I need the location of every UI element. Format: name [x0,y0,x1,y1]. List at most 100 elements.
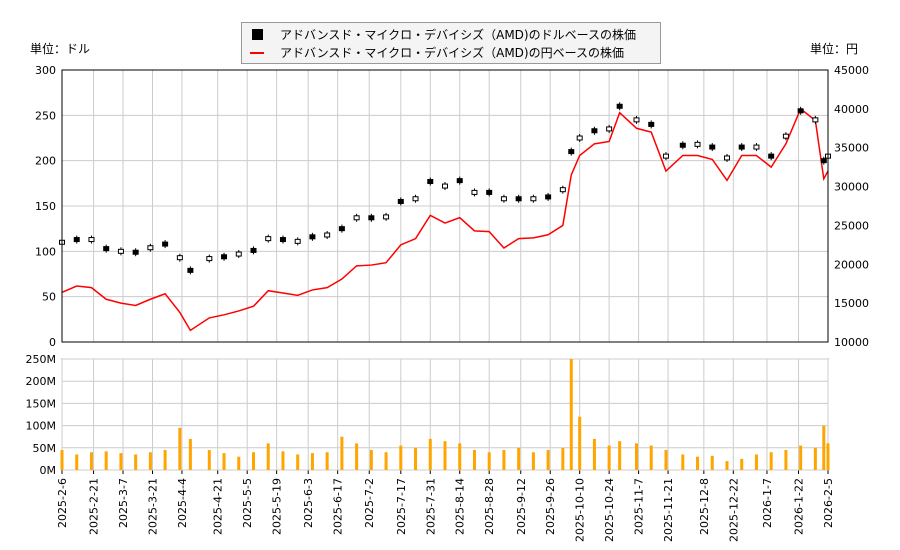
usd-candle [309,234,316,240]
usd-candle [709,144,716,150]
x-tick-label: 2026-2-5 [822,478,835,528]
x-tick-label: 2025-9-12 [515,478,528,535]
jpy-price-line [61,107,829,332]
usd-candle [176,255,183,261]
y-left-tick-label: 50 [42,291,56,304]
x-tick-label: 2025-3-7 [117,478,130,528]
usd-candle [782,133,789,139]
usd-candle [530,196,537,202]
volume-bar [148,452,152,470]
volume-bar [340,436,344,470]
usd-candle [294,238,301,244]
volume-bar [618,441,622,470]
y-left-tick-label: 250 [35,109,56,122]
volume-bar [178,427,182,470]
x-tick-label: 2025-2-21 [88,478,101,535]
y-left-tick-label: 100 [35,245,56,258]
usd-candle [694,141,701,147]
usd-candle [162,241,169,247]
usd-candle [117,248,124,254]
volume-bar [487,452,491,470]
usd-candle [427,179,434,185]
volume-bar [399,445,403,470]
volume-bar [296,454,300,470]
usd-candle [768,153,775,159]
volume-bar [754,454,758,470]
volume-bar [826,443,830,470]
usd-candle [383,214,390,220]
volume-bar [740,458,744,470]
volume-bar [569,359,573,470]
y-right-tick-label: 20000 [834,258,869,271]
volume-bar [428,438,432,470]
volume-bar [458,443,462,470]
x-tick-label: 2025-11-7 [633,478,646,535]
volume-bar [799,445,803,470]
usd-candle [397,198,404,204]
usd-candle [442,183,448,189]
usd-candle [606,126,613,132]
volume-bar [443,441,447,470]
usd-candle [456,178,463,184]
volume-bar [607,445,611,470]
volume-bar [822,425,826,470]
x-tick-label: 2025-5-19 [271,478,284,535]
volume-bar [681,454,685,470]
x-tick-label: 2025-7-2 [363,478,376,528]
legend-usd: アドバンスド・マイクロ・デバイシズ（AMD)のドルベースの株価 [250,26,636,43]
y-right-tick-label: 25000 [834,219,869,232]
volume-bar [119,453,123,470]
volume-tick-label: 150M [26,397,57,410]
volume-bar [710,455,714,470]
volume-bar [769,452,773,470]
volume-bar [252,452,255,470]
usd-candle [235,251,242,257]
x-tick-label: 2025-3-21 [146,478,159,535]
legend-jpy: アドバンスド・マイクロ・デバイシズ（AMD)の円ベースの株価 [250,44,624,61]
usd-candle [591,128,598,134]
y-left-tick-label: 300 [35,64,56,77]
volume-bar [104,451,108,470]
usd-candle [265,236,272,242]
volume-bar [89,452,93,470]
volume-bar [188,438,192,470]
y-right-tick-label: 30000 [834,181,869,194]
usd-candle [206,256,213,262]
usd-candle [633,117,640,123]
usd-candle [515,196,522,202]
usd-candle [820,158,827,164]
legend-label-jpy: アドバンスド・マイクロ・デバイシズ（AMD)の円ベースの株価 [280,46,625,60]
volume-bar [502,450,506,470]
usd-candle [500,196,507,202]
usd-candle [103,246,110,252]
x-tick-label: 2025-2-6 [56,478,69,528]
legend-label-usd: アドバンスド・マイクロ・デバイシズ（AMD)のドルベースの株価 [280,28,637,42]
volume-bar [517,447,521,470]
usd-candle [679,142,686,148]
volume-bar [281,451,285,470]
usd-candle [545,194,552,200]
y-left-tick-label: 200 [35,155,56,168]
volume-bar [60,450,64,470]
usd-candle [486,189,493,195]
volume-bar [472,450,476,470]
usd-candle [753,144,760,150]
usd-candle [338,226,345,232]
volume-bar [664,450,668,470]
x-tick-label: 2025-6-17 [332,478,345,535]
usd-candle [353,215,360,221]
volume-bar [725,461,729,470]
x-tick-label: 2025-10-24 [603,478,616,542]
volume-bar [369,450,373,470]
usd-candle [738,144,745,150]
x-tick-label: 2025-4-21 [212,478,225,535]
usd-candle [616,103,623,109]
y-right-tick-label: 45000 [834,64,869,77]
usd-candle [279,237,286,243]
x-tick-label: 2025-5-5 [241,478,254,528]
usd-candle [648,121,655,127]
left-axis-unit: 単位：ドル [30,42,91,56]
volume-bar [384,452,388,470]
volume-tick-label: 0M [40,464,57,477]
usd-candle [723,155,730,161]
